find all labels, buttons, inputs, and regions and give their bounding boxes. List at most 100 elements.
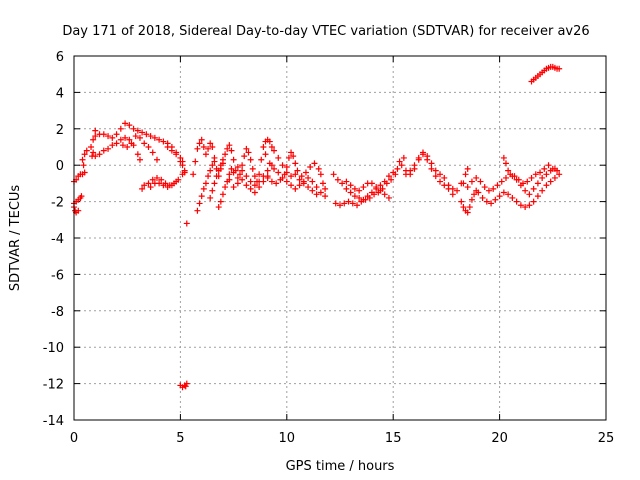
data-point: [400, 154, 407, 161]
data-point: [464, 165, 471, 172]
data-point: [211, 180, 218, 187]
data-point: [117, 125, 124, 132]
data-point: [373, 184, 380, 191]
data-point: [551, 174, 558, 181]
data-point: [296, 176, 303, 183]
data-point: [205, 173, 212, 180]
data-point: [292, 171, 299, 178]
data-point: [362, 196, 369, 203]
data-point: [315, 165, 322, 172]
data-point: [113, 140, 120, 147]
data-point: [334, 176, 341, 183]
data-point: [530, 198, 537, 205]
data-point: [134, 151, 141, 158]
y-tick-label: 4: [56, 86, 64, 101]
data-point: [234, 180, 241, 187]
data-point: [134, 127, 141, 134]
data-point: [322, 185, 329, 192]
data-point: [288, 149, 295, 156]
data-point: [305, 174, 312, 181]
data-point: [534, 193, 541, 200]
data-point: [128, 140, 135, 147]
data-point: [307, 164, 314, 171]
data-point: [341, 200, 348, 207]
data-point: [460, 180, 467, 187]
data-point: [168, 182, 175, 189]
data-point: [228, 147, 235, 154]
data-point: [226, 176, 233, 183]
y-tick-label: -14: [43, 414, 64, 429]
data-point: [92, 127, 99, 134]
data-point: [245, 149, 252, 156]
data-point: [183, 380, 190, 387]
data-point: [319, 180, 326, 187]
data-point: [268, 144, 275, 150]
data-point: [483, 198, 490, 205]
data-point: [147, 184, 154, 191]
data-point: [226, 142, 233, 149]
data-point: [464, 209, 471, 216]
data-point: [251, 173, 258, 180]
data-point: [88, 144, 95, 150]
data-point: [545, 162, 552, 169]
data-point: [317, 189, 324, 196]
data-point: [215, 204, 222, 211]
data-point: [136, 156, 143, 163]
grid-lines: [74, 56, 606, 420]
data-point: [196, 200, 203, 207]
data-point: [243, 145, 250, 152]
data-point: [151, 134, 158, 141]
data-point: [283, 164, 290, 171]
data-point: [271, 147, 278, 154]
data-point: [90, 136, 97, 143]
data-point: [296, 182, 303, 189]
axis-ticks: 0 5 10 15 20 25 -14 -12 -10 -8 -6 -4 -2 0 2 4 6: [43, 50, 615, 446]
data-point: [524, 178, 531, 185]
data-point: [534, 180, 541, 187]
data-points: [71, 63, 563, 391]
data-point: [81, 169, 88, 176]
data-point: [441, 182, 448, 189]
data-point: [288, 182, 295, 189]
data-point: [266, 160, 273, 167]
data-point: [332, 200, 339, 207]
data-point: [145, 180, 152, 187]
data-point: [354, 202, 361, 209]
data-point: [322, 193, 329, 200]
data-point: [275, 154, 282, 161]
data-point: [371, 191, 378, 198]
data-point: [302, 169, 309, 176]
data-point: [207, 140, 214, 147]
data-point: [528, 174, 535, 181]
data-point: [494, 182, 501, 189]
data-point: [539, 187, 546, 194]
data-point: [277, 176, 284, 183]
data-point: [398, 162, 405, 169]
data-point: [547, 178, 554, 185]
data-point: [92, 153, 99, 160]
data-point: [177, 158, 184, 165]
data-point: [251, 182, 258, 189]
data-point: [385, 173, 392, 180]
data-point: [100, 131, 107, 138]
data-point: [347, 182, 354, 189]
data-point: [449, 191, 456, 198]
data-point: [122, 120, 129, 127]
data-point: [224, 145, 231, 152]
x-tick-label: 5: [176, 431, 184, 446]
data-point: [343, 185, 350, 192]
data-point: [305, 184, 312, 191]
data-point: [202, 151, 209, 158]
data-point: [517, 182, 524, 189]
data-point: [239, 162, 246, 169]
data-point: [385, 194, 392, 201]
data-point: [424, 156, 431, 163]
data-point: [160, 138, 167, 145]
data-point: [343, 178, 350, 185]
data-point: [209, 162, 216, 169]
data-point: [466, 204, 473, 211]
data-point: [239, 167, 246, 174]
data-point: [471, 191, 478, 198]
data-point: [79, 156, 86, 163]
